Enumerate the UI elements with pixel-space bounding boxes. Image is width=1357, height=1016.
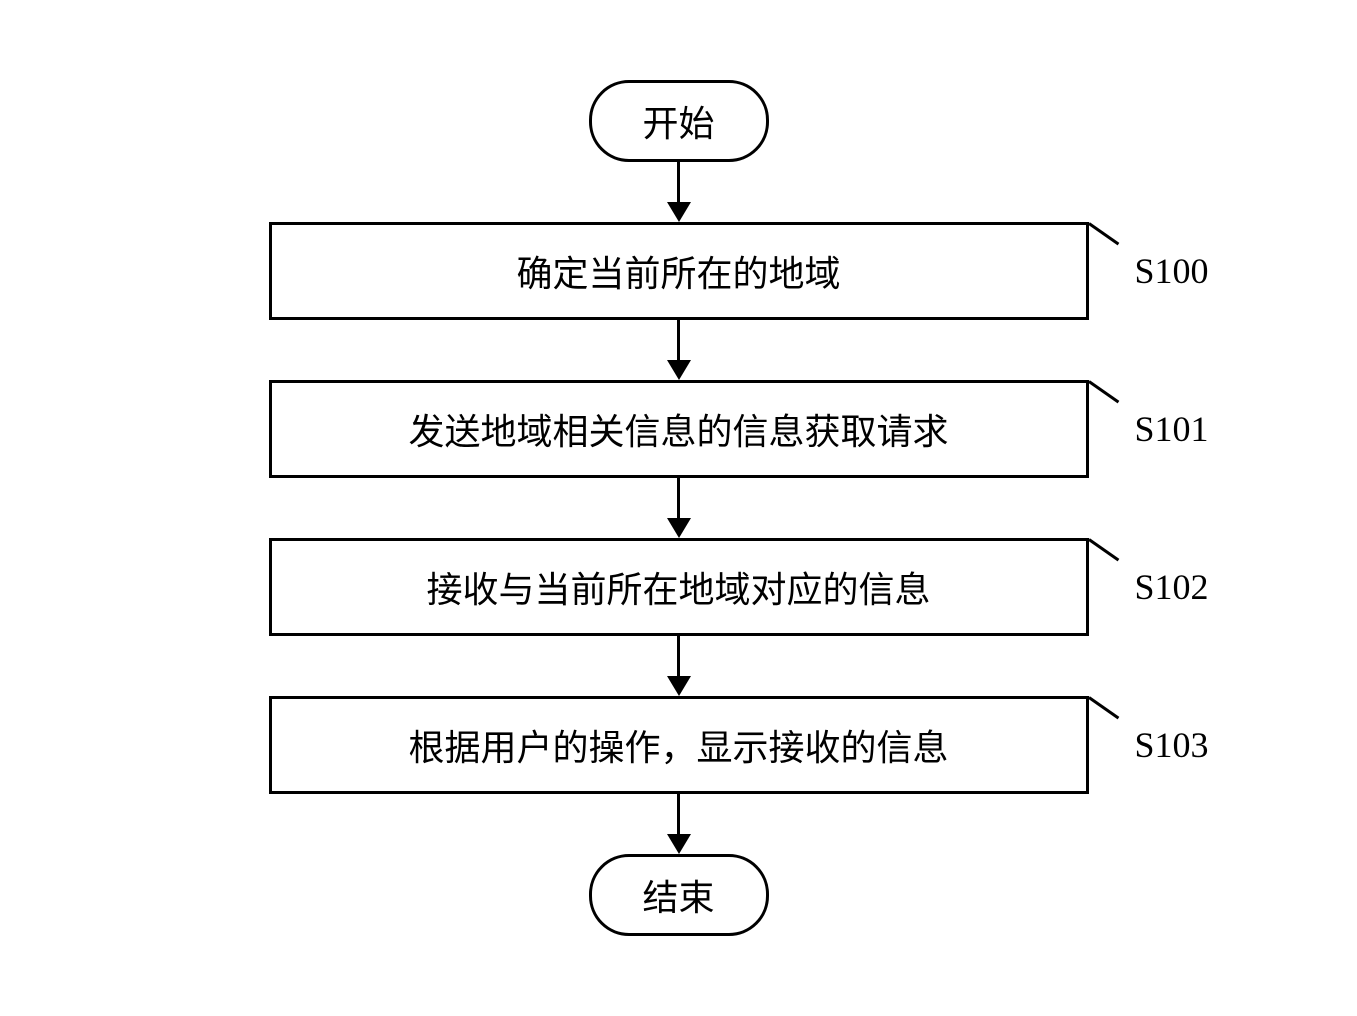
- connector-line: [1088, 538, 1119, 561]
- process-s102-label: 接收与当前所在地域对应的信息: [426, 570, 930, 610]
- arrow-head: [667, 518, 691, 538]
- connector-line: [1088, 696, 1119, 719]
- process-row-s101: 发送地域相关信息的信息获取请求 S101: [269, 380, 1089, 478]
- process-s101: 发送地域相关信息的信息获取请求: [269, 380, 1089, 478]
- arrow-line: [677, 794, 680, 834]
- end-label: 结束: [642, 878, 714, 918]
- process-s102: 接收与当前所在地域对应的信息: [269, 538, 1089, 636]
- arrow-connector: [667, 478, 691, 538]
- arrow-connector: [667, 636, 691, 696]
- end-terminal: 结束: [589, 854, 769, 936]
- arrow-line: [677, 162, 680, 202]
- arrow-head: [667, 202, 691, 222]
- arrow-connector: [667, 320, 691, 380]
- process-s100-label: 确定当前所在的地域: [516, 254, 840, 294]
- step-label-s102: S102: [1134, 566, 1208, 608]
- process-s103: 根据用户的操作，显示接收的信息: [269, 696, 1089, 794]
- arrow-connector: [667, 794, 691, 854]
- arrow-head: [667, 360, 691, 380]
- start-terminal: 开始: [589, 80, 769, 162]
- arrow-connector: [667, 162, 691, 222]
- process-s103-label: 根据用户的操作，显示接收的信息: [408, 728, 948, 768]
- process-row-s102: 接收与当前所在地域对应的信息 S102: [269, 538, 1089, 636]
- arrow-line: [677, 478, 680, 518]
- arrow-line: [677, 636, 680, 676]
- start-label: 开始: [642, 104, 714, 144]
- process-row-s100: 确定当前所在的地域 S100: [269, 222, 1089, 320]
- arrow-line: [677, 320, 680, 360]
- step-label-s100: S100: [1134, 250, 1208, 292]
- connector-line: [1088, 222, 1119, 245]
- step-label-s103: S103: [1134, 724, 1208, 766]
- process-s100: 确定当前所在的地域: [269, 222, 1089, 320]
- process-s101-label: 发送地域相关信息的信息获取请求: [408, 412, 948, 452]
- flowchart-container: 开始 确定当前所在的地域 S100 发送地域相关信息的信息获取请求 S101 接…: [269, 80, 1089, 936]
- connector-line: [1088, 380, 1119, 403]
- step-label-s101: S101: [1134, 408, 1208, 450]
- process-row-s103: 根据用户的操作，显示接收的信息 S103: [269, 696, 1089, 794]
- arrow-head: [667, 676, 691, 696]
- arrow-head: [667, 834, 691, 854]
